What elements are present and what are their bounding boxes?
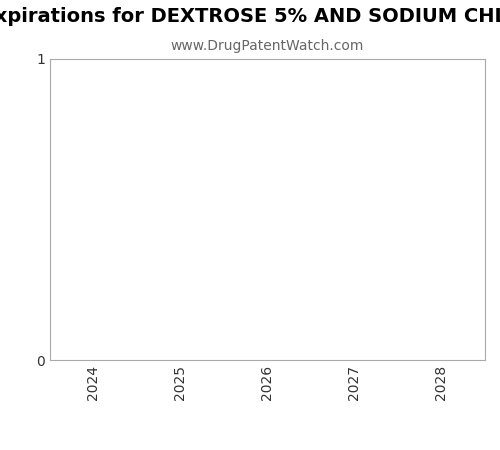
Title: www.DrugPatentWatch.com: www.DrugPatentWatch.com <box>171 39 364 53</box>
Text: Patent Expirations for DEXTROSE 5% AND SODIUM CHLORIDE 0.45%: Patent Expirations for DEXTROSE 5% AND S… <box>0 7 500 26</box>
